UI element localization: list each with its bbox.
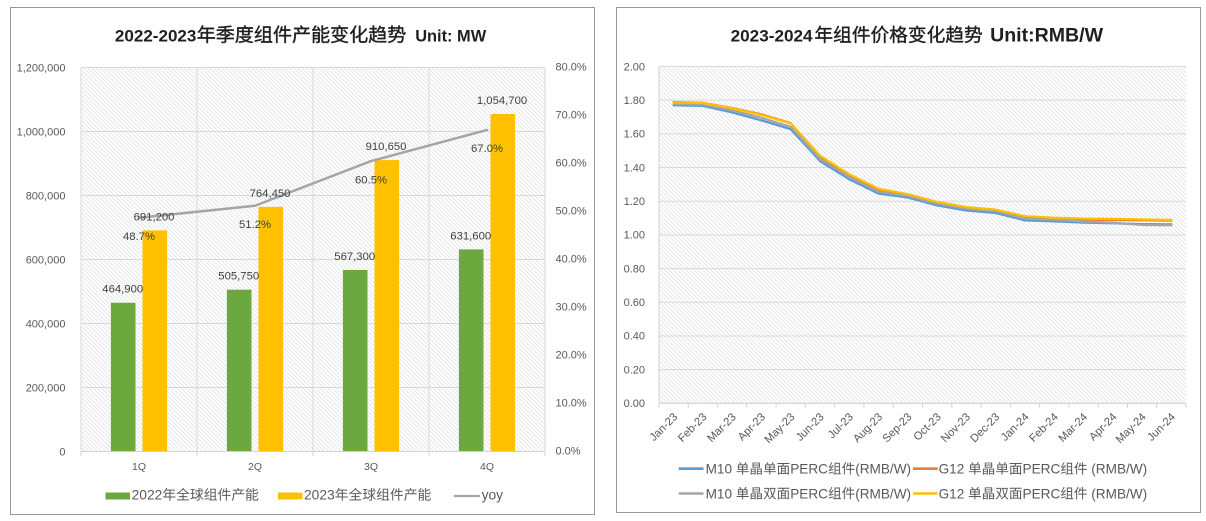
svg-text:50.0%: 50.0% [556, 205, 587, 217]
svg-text:30.0%: 30.0% [556, 301, 587, 313]
svg-text:2023-2024: 2023-2024 [731, 27, 814, 46]
svg-text:2.00: 2.00 [624, 61, 645, 73]
svg-text:764,450: 764,450 [250, 188, 291, 200]
svg-text:910,650: 910,650 [366, 141, 407, 153]
svg-text:1.60: 1.60 [624, 129, 645, 141]
svg-text:631,600: 631,600 [450, 230, 491, 242]
svg-text:400,000: 400,000 [26, 318, 66, 330]
svg-text:1.80: 1.80 [624, 95, 645, 107]
svg-text:1.40: 1.40 [624, 162, 645, 174]
svg-text:80.0%: 80.0% [556, 61, 587, 73]
svg-text:67.0%: 67.0% [471, 143, 503, 155]
svg-text:600,000: 600,000 [26, 254, 66, 266]
svg-text:(RMB/W): (RMB/W) [855, 486, 911, 501]
svg-text:(RMB/W): (RMB/W) [1088, 486, 1148, 501]
svg-text:Unit:RMB/W: Unit:RMB/W [990, 26, 1103, 47]
svg-text:0.60: 0.60 [624, 297, 645, 309]
svg-text:G12: G12 [939, 486, 968, 501]
svg-text:60.5%: 60.5% [355, 174, 387, 186]
svg-text:0.20: 0.20 [624, 364, 645, 376]
svg-text:464,900: 464,900 [102, 284, 143, 296]
svg-text:M10: M10 [706, 462, 736, 477]
svg-text:0: 0 [59, 446, 65, 458]
svg-text:60.0%: 60.0% [556, 157, 587, 169]
svg-text:1,000,000: 1,000,000 [17, 126, 66, 138]
svg-text:51.2%: 51.2% [239, 219, 271, 231]
svg-text:PERC: PERC [790, 462, 828, 477]
svg-text:2022-2023: 2022-2023 [115, 27, 196, 46]
svg-text:PERC: PERC [790, 486, 828, 501]
svg-text:1.20: 1.20 [624, 196, 645, 208]
svg-text:2022: 2022 [132, 488, 163, 503]
svg-text:800,000: 800,000 [26, 190, 66, 202]
svg-text:PERC: PERC [1023, 462, 1061, 477]
svg-text:0.40: 0.40 [624, 331, 645, 343]
svg-text:2Q: 2Q [248, 461, 262, 473]
svg-text:48.7%: 48.7% [123, 231, 155, 243]
svg-text:200,000: 200,000 [26, 382, 66, 394]
svg-text:1.00: 1.00 [624, 230, 645, 242]
svg-text:yoy: yoy [482, 488, 504, 503]
svg-text:505,750: 505,750 [218, 271, 259, 283]
svg-text:691,200: 691,200 [134, 211, 175, 223]
svg-text:70.0%: 70.0% [556, 109, 587, 121]
svg-text:4Q: 4Q [480, 461, 494, 473]
svg-text:(RMB/W): (RMB/W) [1088, 462, 1148, 477]
svg-text:PERC: PERC [1023, 486, 1061, 501]
svg-text:1,200,000: 1,200,000 [17, 62, 66, 74]
svg-text:1Q: 1Q [132, 461, 146, 473]
svg-text:M10: M10 [706, 486, 736, 501]
svg-text:20.0%: 20.0% [556, 349, 587, 361]
svg-text:3Q: 3Q [364, 461, 378, 473]
svg-text:0.80: 0.80 [624, 263, 645, 275]
svg-text:10.0%: 10.0% [556, 397, 587, 409]
svg-text:(RMB/W): (RMB/W) [855, 462, 911, 477]
svg-text:G12: G12 [939, 462, 968, 477]
svg-text:567,300: 567,300 [334, 251, 375, 263]
svg-text:1,054,700: 1,054,700 [477, 95, 527, 107]
svg-text:2023: 2023 [304, 488, 335, 503]
svg-text:40.0%: 40.0% [556, 253, 587, 265]
svg-text:0.00: 0.00 [624, 398, 645, 410]
svg-text:Unit: MW: Unit: MW [415, 27, 487, 46]
svg-text:0.0%: 0.0% [556, 445, 581, 457]
